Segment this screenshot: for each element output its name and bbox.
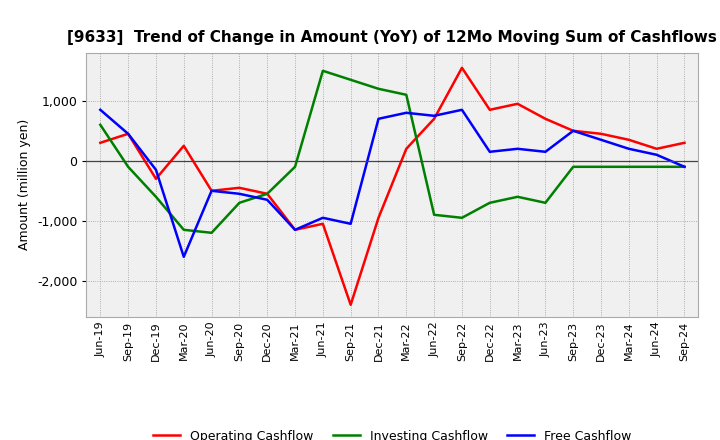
Operating Cashflow <box>597 131 606 136</box>
Free Cashflow <box>402 110 410 115</box>
Operating Cashflow <box>346 302 355 308</box>
Investing Cashflow <box>652 164 661 169</box>
Free Cashflow <box>624 146 633 151</box>
Free Cashflow <box>318 215 327 220</box>
Operating Cashflow <box>124 131 132 136</box>
Free Cashflow <box>680 164 689 169</box>
Investing Cashflow <box>124 164 132 169</box>
Operating Cashflow <box>430 116 438 121</box>
Free Cashflow <box>374 116 383 121</box>
Operating Cashflow <box>96 140 104 146</box>
Investing Cashflow <box>179 227 188 232</box>
Legend: Operating Cashflow, Investing Cashflow, Free Cashflow: Operating Cashflow, Investing Cashflow, … <box>148 425 636 440</box>
Operating Cashflow <box>179 143 188 148</box>
Operating Cashflow <box>541 116 550 121</box>
Investing Cashflow <box>569 164 577 169</box>
Free Cashflow <box>652 152 661 158</box>
Operating Cashflow <box>652 146 661 151</box>
Operating Cashflow <box>374 215 383 220</box>
Operating Cashflow <box>680 140 689 146</box>
Investing Cashflow <box>152 194 161 199</box>
Operating Cashflow <box>569 128 577 133</box>
Investing Cashflow <box>374 86 383 92</box>
Free Cashflow <box>152 167 161 172</box>
Free Cashflow <box>597 137 606 143</box>
Free Cashflow <box>458 107 467 113</box>
Investing Cashflow <box>291 164 300 169</box>
Free Cashflow <box>96 107 104 113</box>
Operating Cashflow <box>235 185 243 191</box>
Line: Investing Cashflow: Investing Cashflow <box>100 71 685 233</box>
Investing Cashflow <box>680 164 689 169</box>
Operating Cashflow <box>513 101 522 106</box>
Investing Cashflow <box>235 200 243 205</box>
Operating Cashflow <box>458 65 467 70</box>
Operating Cashflow <box>152 176 161 181</box>
Operating Cashflow <box>318 221 327 227</box>
Free Cashflow <box>485 149 494 154</box>
Investing Cashflow <box>624 164 633 169</box>
Line: Free Cashflow: Free Cashflow <box>100 110 685 257</box>
Investing Cashflow <box>207 230 216 235</box>
Investing Cashflow <box>485 200 494 205</box>
Free Cashflow <box>235 191 243 196</box>
Operating Cashflow <box>402 146 410 151</box>
Investing Cashflow <box>597 164 606 169</box>
Investing Cashflow <box>96 122 104 128</box>
Investing Cashflow <box>318 68 327 73</box>
Operating Cashflow <box>263 191 271 196</box>
Y-axis label: Amount (million yen): Amount (million yen) <box>19 119 32 250</box>
Free Cashflow <box>513 146 522 151</box>
Free Cashflow <box>263 197 271 202</box>
Free Cashflow <box>124 131 132 136</box>
Line: Operating Cashflow: Operating Cashflow <box>100 68 685 305</box>
Investing Cashflow <box>458 215 467 220</box>
Free Cashflow <box>207 188 216 194</box>
Investing Cashflow <box>430 212 438 217</box>
Investing Cashflow <box>513 194 522 199</box>
Investing Cashflow <box>346 77 355 82</box>
Free Cashflow <box>291 227 300 232</box>
Title: [9633]  Trend of Change in Amount (YoY) of 12Mo Moving Sum of Cashflows: [9633] Trend of Change in Amount (YoY) o… <box>68 29 717 45</box>
Free Cashflow <box>179 254 188 260</box>
Investing Cashflow <box>541 200 550 205</box>
Free Cashflow <box>541 149 550 154</box>
Operating Cashflow <box>624 137 633 143</box>
Free Cashflow <box>346 221 355 227</box>
Operating Cashflow <box>291 227 300 232</box>
Operating Cashflow <box>485 107 494 113</box>
Investing Cashflow <box>263 191 271 196</box>
Investing Cashflow <box>402 92 410 97</box>
Free Cashflow <box>430 113 438 118</box>
Operating Cashflow <box>207 188 216 194</box>
Free Cashflow <box>569 128 577 133</box>
